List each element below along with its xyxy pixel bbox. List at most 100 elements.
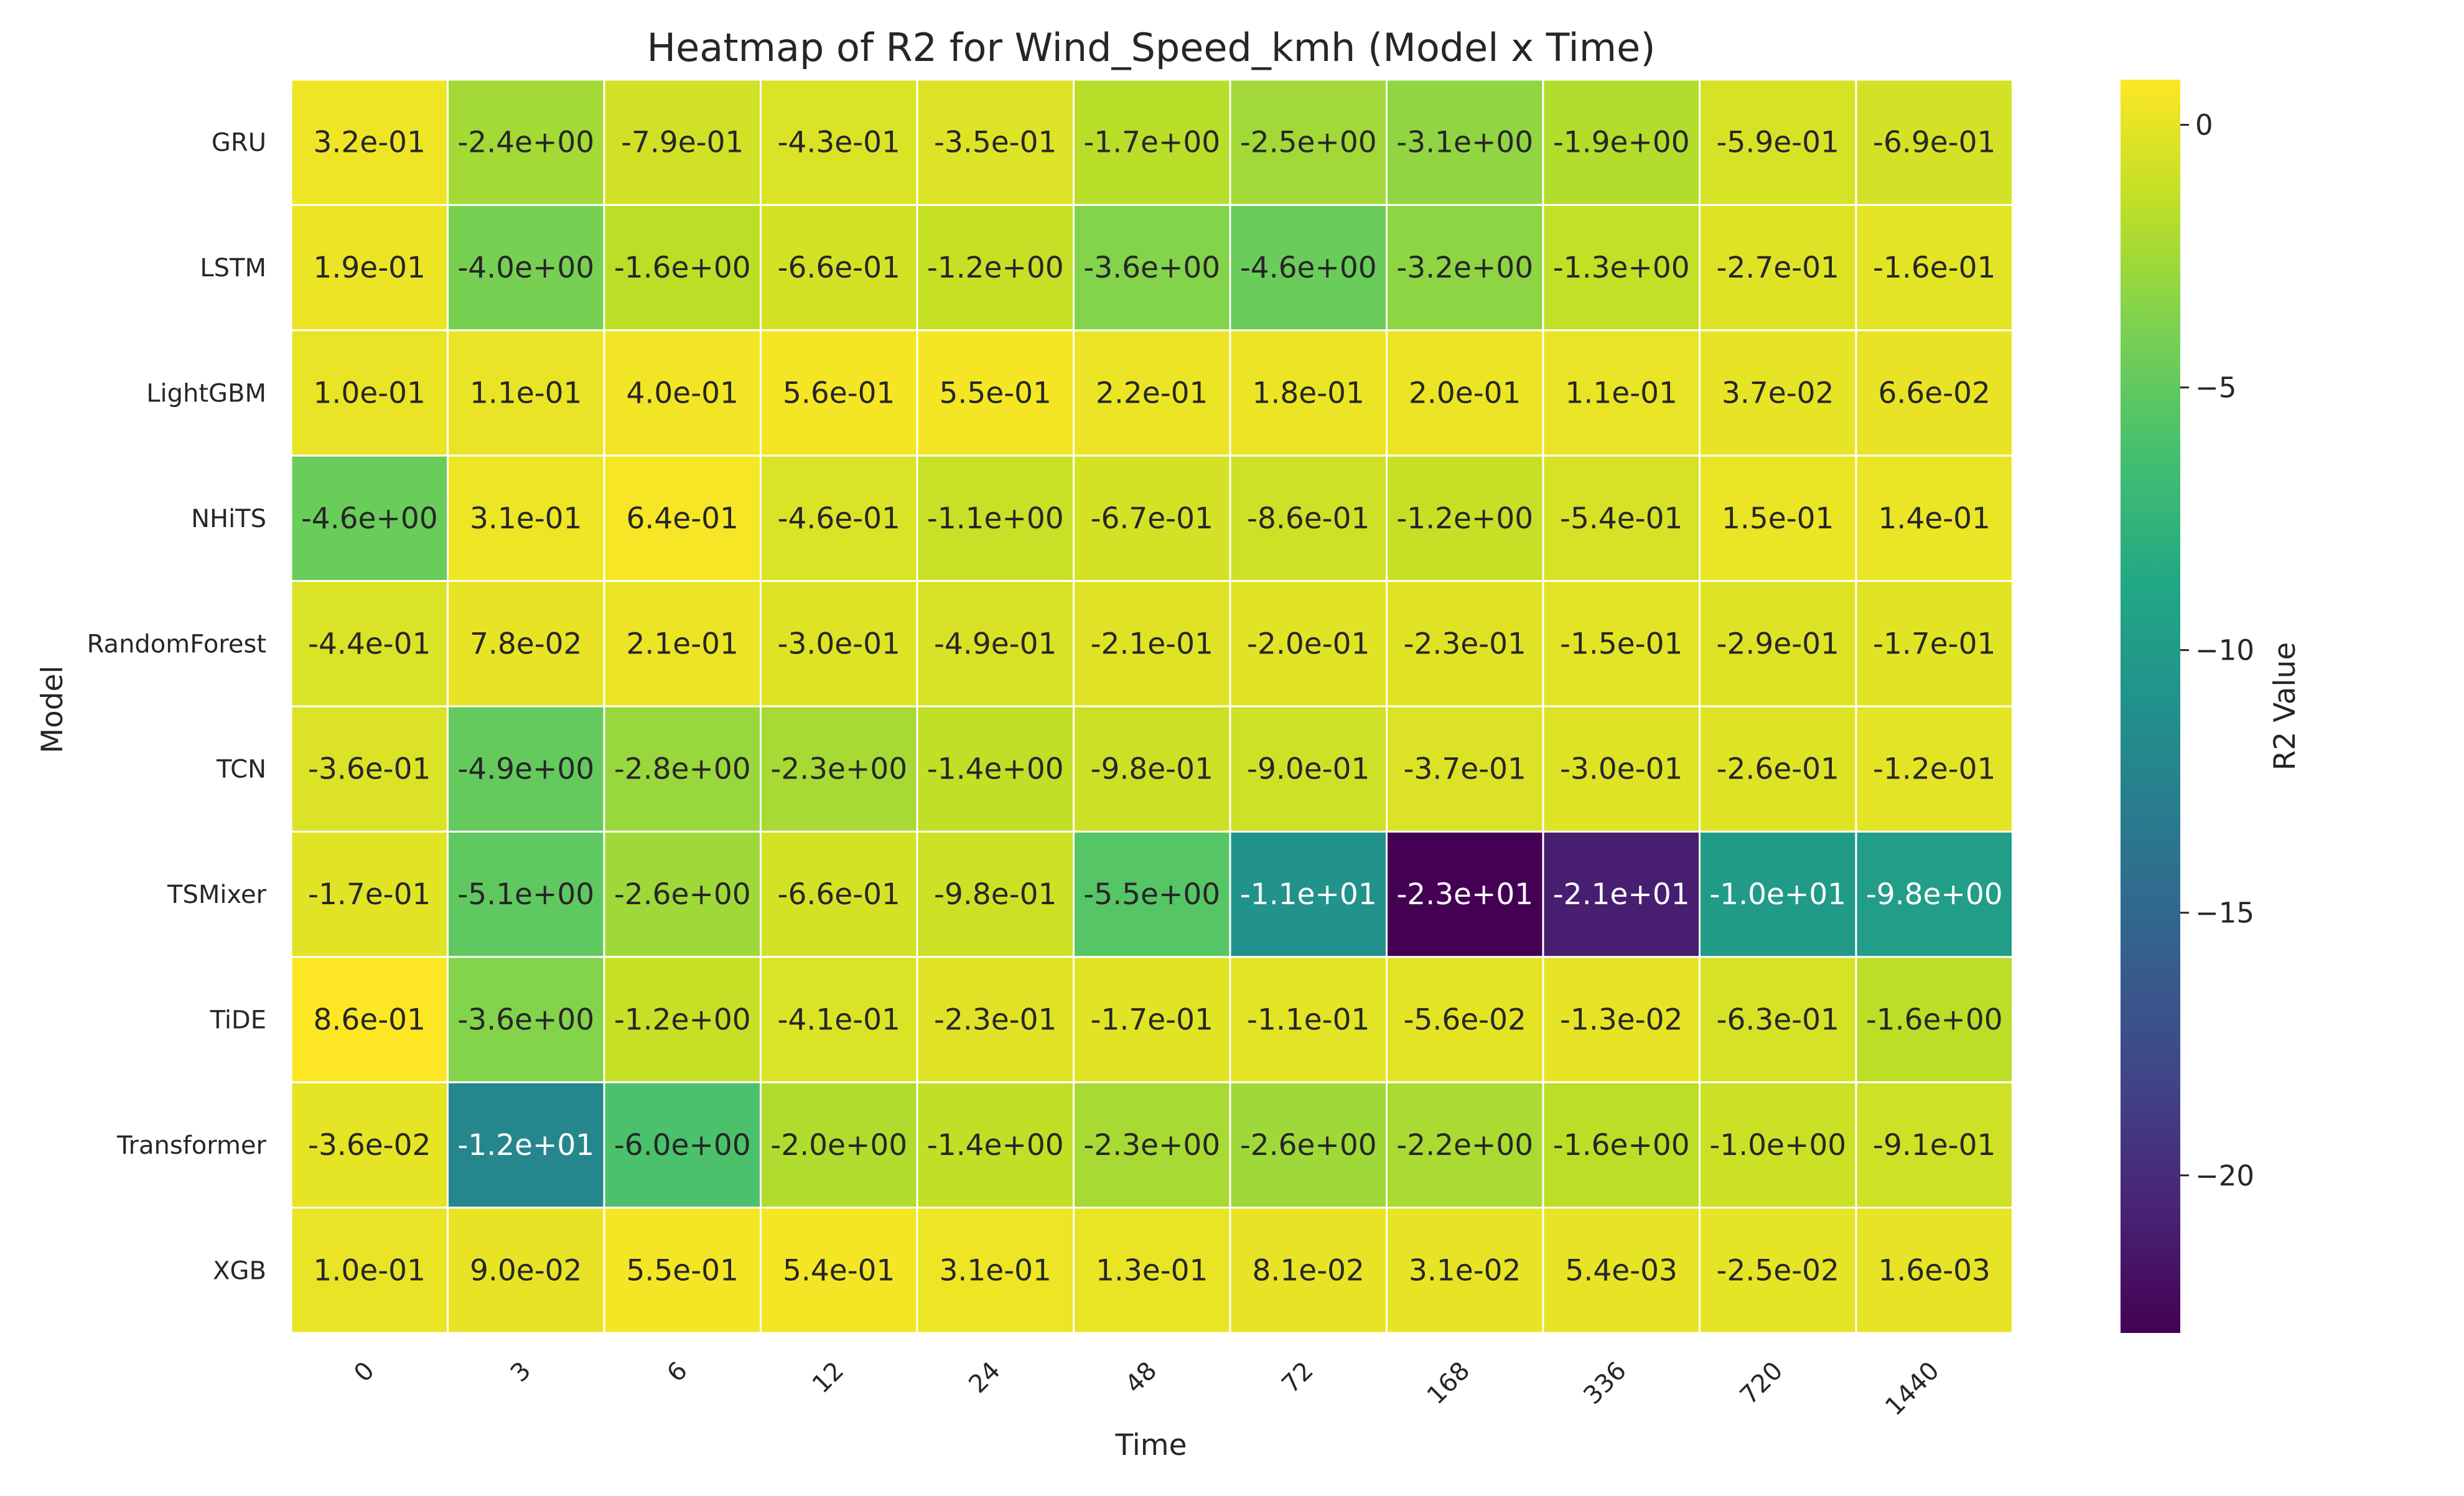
- cell-value-label: 3.7e-02: [1722, 376, 1834, 411]
- x-tick-label: 336: [1578, 1357, 1632, 1411]
- heatmap-cell: [916, 956, 1075, 1083]
- cell-value-label: 1.5e-01: [1722, 502, 1834, 536]
- x-tick-label: 72: [1276, 1357, 1319, 1400]
- cell-value-label: 1.1e-01: [1566, 376, 1678, 411]
- cell-value-label: -4.9e-01: [934, 627, 1057, 661]
- heatmap-cell: [760, 830, 918, 958]
- heatmap-cell: [1542, 580, 1701, 708]
- x-tick-label: 24: [963, 1357, 1006, 1400]
- cell-value-label: 7.8e-02: [470, 627, 582, 661]
- cell-value-label: -2.9e-01: [1717, 627, 1839, 661]
- cell-value-label: -2.0e+00: [770, 1128, 907, 1162]
- heatmap-cell: [760, 1207, 918, 1334]
- colorbar-tick-label: 0: [2195, 109, 2213, 142]
- cell-value-label: 6.6e-02: [1878, 376, 1990, 411]
- heatmap-cell: [1855, 454, 2014, 582]
- cell-value-label: -2.6e+00: [614, 877, 751, 912]
- y-axis-label: Model: [35, 665, 70, 753]
- cell-value-label: -4.6e-01: [778, 502, 900, 536]
- heatmap-cell: [760, 705, 918, 833]
- cell-value-label: -1.4e+00: [927, 1128, 1064, 1162]
- cell-value-label: -1.0e+01: [1709, 877, 1846, 912]
- cell-value-label: -1.7e-01: [1873, 627, 1995, 661]
- heatmap-cell: [1073, 329, 1231, 457]
- cell-value-label: -1.0e+00: [1709, 1128, 1846, 1162]
- cell-value-label: -3.0e-01: [1560, 752, 1682, 787]
- cell-value-label: 3.2e-01: [314, 126, 426, 160]
- heatmap-cell: [447, 580, 605, 708]
- heatmap-cell: [1855, 956, 2014, 1083]
- y-tick-label: LightGBM: [146, 380, 266, 408]
- cell-value-label: 3.1e-01: [940, 1253, 1052, 1288]
- cell-value-label: 1.0e-01: [314, 1253, 426, 1288]
- cell-value-label: -2.7e-01: [1717, 251, 1839, 285]
- heatmap-cell: [290, 1081, 449, 1209]
- cell-value-label: -1.1e+01: [1240, 877, 1377, 912]
- heatmap-cell: [1855, 1081, 2014, 1209]
- cell-value-label: -4.0e+00: [457, 251, 594, 285]
- cell-value-label: 5.5e-01: [940, 376, 1052, 411]
- cell-value-label: 5.4e-01: [783, 1253, 895, 1288]
- heatmap-cell: [1229, 454, 1388, 582]
- cell-value-label: -3.1e+00: [1396, 126, 1533, 160]
- cell-value-label: -5.5e+00: [1083, 877, 1220, 912]
- heatmap-cell: [1855, 78, 2014, 206]
- cell-value-label: 1.4e-01: [1878, 502, 1990, 536]
- cell-value-label: -1.2e+00: [927, 251, 1064, 285]
- heatmap-cell: [916, 454, 1075, 582]
- heatmap-cell: [1229, 1081, 1388, 1209]
- heatmap-cell: [1229, 956, 1388, 1083]
- heatmap-cell: [603, 454, 762, 582]
- colorbar-label: R2 Value: [2268, 642, 2302, 771]
- heatmap-cell: [1073, 580, 1231, 708]
- cell-value-label: -1.3e+00: [1553, 251, 1690, 285]
- cell-value-label: -1.6e-01: [1873, 251, 1995, 285]
- heatmap-cell: [760, 580, 918, 708]
- cell-value-label: 1.0e-01: [314, 376, 426, 411]
- cell-value-label: 1.3e-01: [1096, 1253, 1208, 1288]
- cell-value-label: -4.9e+00: [457, 752, 594, 787]
- y-tick-label: TiDE: [210, 1006, 266, 1035]
- heatmap-cell: [1699, 454, 1857, 582]
- cell-value-label: -3.2e+00: [1396, 251, 1533, 285]
- x-tick-labels: 0 3 6 12 24 48 72 168 336 720 1440: [348, 1357, 1945, 1422]
- y-tick-label: RandomForest: [87, 630, 266, 658]
- heatmap-cell: [916, 203, 1075, 332]
- cell-value-label: -1.7e+00: [1083, 126, 1220, 160]
- heatmap-cells: [290, 78, 2014, 1334]
- y-tick-label: LSTM: [200, 254, 266, 283]
- cell-value-label: -3.6e-02: [308, 1128, 431, 1162]
- heatmap-cell: [1229, 580, 1388, 708]
- cell-value-label: -3.6e-01: [308, 752, 431, 787]
- heatmap-cell: [1699, 580, 1857, 708]
- heatmap-cell: [1699, 830, 1857, 958]
- x-tick-label: 3: [505, 1357, 537, 1388]
- cell-value-label: -1.7e-01: [1091, 1003, 1213, 1037]
- cell-value-label: 1.1e-01: [470, 376, 582, 411]
- heatmap-cell: [1229, 830, 1388, 958]
- cell-value-label: -6.3e-01: [1717, 1003, 1839, 1037]
- heatmap-cell: [603, 78, 762, 206]
- cell-value-label: -3.6e+00: [1083, 251, 1220, 285]
- heatmap-cell: [760, 956, 918, 1083]
- cell-value-label: 8.1e-02: [1253, 1253, 1365, 1288]
- heatmap-cell: [1073, 1207, 1231, 1334]
- cell-value-label: -1.2e+00: [1396, 502, 1533, 536]
- cell-value-label: 9.0e-02: [470, 1253, 582, 1288]
- heatmap-cell: [760, 454, 918, 582]
- cell-value-label: -2.0e-01: [1247, 627, 1370, 661]
- heatmap-cell: [447, 203, 605, 332]
- heatmap-cell: [1542, 329, 1701, 457]
- cell-value-label: -1.2e+01: [457, 1128, 594, 1162]
- heatmap-cell: [603, 830, 762, 958]
- cell-value-label: -4.4e-01: [308, 627, 431, 661]
- cell-value-label: -3.5e-01: [934, 126, 1057, 160]
- cell-value-label: -2.3e+00: [1083, 1128, 1220, 1162]
- heatmap-cell: [760, 78, 918, 206]
- cell-value-label: -1.3e-02: [1560, 1003, 1682, 1037]
- heatmap-cell: [603, 580, 762, 708]
- cell-value-label: -6.0e+00: [614, 1128, 751, 1162]
- heatmap-cell: [447, 956, 605, 1083]
